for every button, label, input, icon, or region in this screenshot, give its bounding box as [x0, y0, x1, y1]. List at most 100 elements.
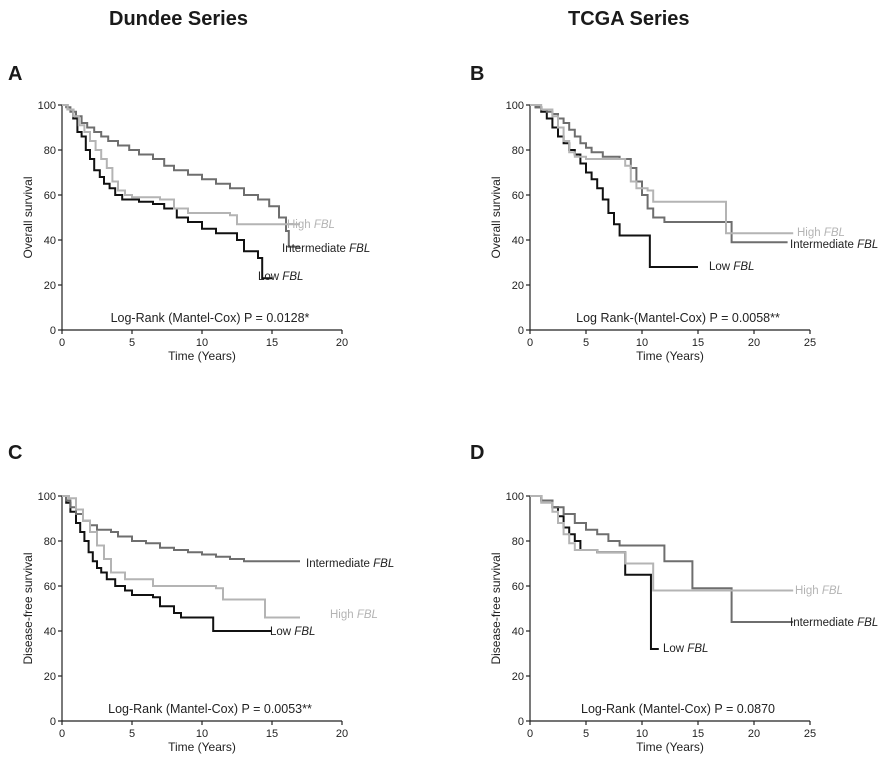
y-tick-label: 100 — [506, 100, 524, 112]
series-label-name: Intermediate — [790, 239, 857, 251]
series-line-intermediate — [62, 104, 300, 248]
y-tick-label: 20 — [512, 280, 524, 292]
series-label-suffix: FBL — [857, 239, 878, 251]
y-tick-label: 80 — [512, 145, 524, 157]
series-label-intermediate: Intermediate FBL — [790, 239, 878, 251]
y-tick-label: 100 — [506, 491, 524, 503]
series-label-suffix: FBL — [282, 271, 303, 283]
series-label-low: Low FBL — [709, 261, 754, 273]
series-label-name: Low — [270, 626, 294, 638]
x-tick-label: 25 — [804, 728, 816, 740]
y-tick-label: 80 — [44, 145, 56, 157]
y-axis-label: Disease-free survival — [489, 552, 503, 664]
y-tick-label: 0 — [518, 716, 524, 728]
series-label-suffix: FBL — [373, 558, 394, 570]
series-label-name: Low — [709, 261, 733, 273]
series-label-high: High FBL — [287, 219, 335, 231]
x-axis-label: Time (Years) — [168, 349, 236, 363]
x-tick-label: 5 — [583, 728, 589, 740]
series-label-intermediate: Intermediate FBL — [282, 243, 370, 255]
x-tick-label: 10 — [636, 728, 648, 740]
panel-letter-c: C — [8, 442, 23, 464]
y-tick-label: 60 — [44, 190, 56, 202]
y-tick-label: 80 — [512, 536, 524, 548]
series-line-high — [530, 495, 794, 592]
series-label-high: High FBL — [795, 585, 843, 597]
x-tick-label: 0 — [59, 337, 65, 349]
x-tick-label: 15 — [266, 728, 278, 740]
x-tick-label: 15 — [692, 728, 704, 740]
series-line-low — [62, 104, 272, 280]
series-line-high — [62, 104, 300, 226]
y-tick-label: 40 — [512, 626, 524, 638]
x-tick-label: 10 — [196, 728, 208, 740]
x-axis-label: Time (Years) — [636, 349, 704, 363]
column-title-dundee: Dundee Series — [109, 8, 248, 30]
series-label-intermediate: Intermediate FBL — [790, 617, 878, 629]
x-tick-label: 0 — [527, 337, 533, 349]
chart-panel-c: 0 20 40 60 80 100 0 5 10 15 20 Time (Years) Disease-… — [21, 491, 394, 754]
y-tick-label: 40 — [44, 626, 56, 638]
series-label-high: High FBL — [330, 609, 378, 621]
series-label-name: High — [330, 609, 357, 621]
x-axis-label: Time (Years) — [168, 740, 236, 754]
x-tick-label: 10 — [636, 337, 648, 349]
series-label-suffix: FBL — [824, 227, 845, 239]
series-label-suffix: FBL — [822, 585, 843, 597]
series-label-name: Low — [258, 271, 282, 283]
x-tick-label: 20 — [336, 337, 348, 349]
y-tick-label: 80 — [44, 536, 56, 548]
series-line-intermediate — [530, 104, 788, 244]
series-label-name: High — [287, 219, 314, 231]
y-tick-label: 40 — [44, 235, 56, 247]
x-tick-label: 10 — [196, 337, 208, 349]
x-tick-label: 15 — [266, 337, 278, 349]
series-label-suffix: FBL — [357, 609, 378, 621]
y-tick-label: 60 — [44, 581, 56, 593]
x-tick-label: 5 — [583, 337, 589, 349]
series-label-suffix: FBL — [349, 243, 370, 255]
y-tick-label: 40 — [512, 235, 524, 247]
panel-letter-d: D — [470, 442, 485, 464]
series-label-suffix: FBL — [294, 626, 315, 638]
logrank-annotation: Log-Rank (Mantel-Cox) P = 0.0870 — [581, 702, 775, 716]
y-axis-label: Overall survival — [489, 176, 503, 258]
series-label-name: Intermediate — [306, 558, 373, 570]
y-tick-label: 0 — [50, 716, 56, 728]
y-tick-label: 20 — [44, 280, 56, 292]
series-line-low — [530, 495, 659, 650]
logrank-annotation: Log-Rank (Mantel-Cox) P = 0.0128* — [111, 311, 310, 325]
y-tick-label: 100 — [38, 100, 56, 112]
panel-letter-b: B — [470, 63, 485, 85]
series-label-name: High — [797, 227, 824, 239]
x-tick-label: 20 — [748, 728, 760, 740]
x-tick-label: 5 — [129, 337, 135, 349]
series-label-suffix: FBL — [733, 261, 754, 273]
series-label-intermediate: Intermediate FBL — [306, 558, 394, 570]
y-tick-label: 0 — [50, 325, 56, 337]
x-tick-label: 20 — [336, 728, 348, 740]
y-tick-label: 60 — [512, 190, 524, 202]
y-tick-label: 0 — [518, 325, 524, 337]
x-tick-label: 20 — [748, 337, 760, 349]
series-line-intermediate — [530, 495, 794, 623]
x-tick-label: 15 — [692, 337, 704, 349]
series-label-low: Low FBL — [270, 626, 315, 638]
y-axis-label: Overall survival — [21, 176, 35, 258]
chart-panel-d: 0 20 40 60 80 100 0 5 10 15 20 25 Time (Years) Diseas… — [489, 491, 878, 754]
chart-panel-b: 0 20 40 60 80 100 0 5 10 15 20 25 Time (Years) Overal… — [489, 100, 878, 363]
series-label-name: High — [795, 585, 822, 597]
x-tick-label: 25 — [804, 337, 816, 349]
x-tick-label: 0 — [59, 728, 65, 740]
x-tick-label: 5 — [129, 728, 135, 740]
series-line-high — [530, 104, 794, 235]
series-line-low — [62, 495, 272, 632]
series-label-suffix: FBL — [857, 617, 878, 629]
y-tick-label: 20 — [512, 671, 524, 683]
y-tick-label: 20 — [44, 671, 56, 683]
logrank-annotation: Log Rank-(Mantel-Cox) P = 0.0058** — [576, 311, 780, 325]
series-label-low: Low FBL — [258, 271, 303, 283]
y-tick-label: 100 — [38, 491, 56, 503]
y-axis-label: Disease-free survival — [21, 552, 35, 664]
